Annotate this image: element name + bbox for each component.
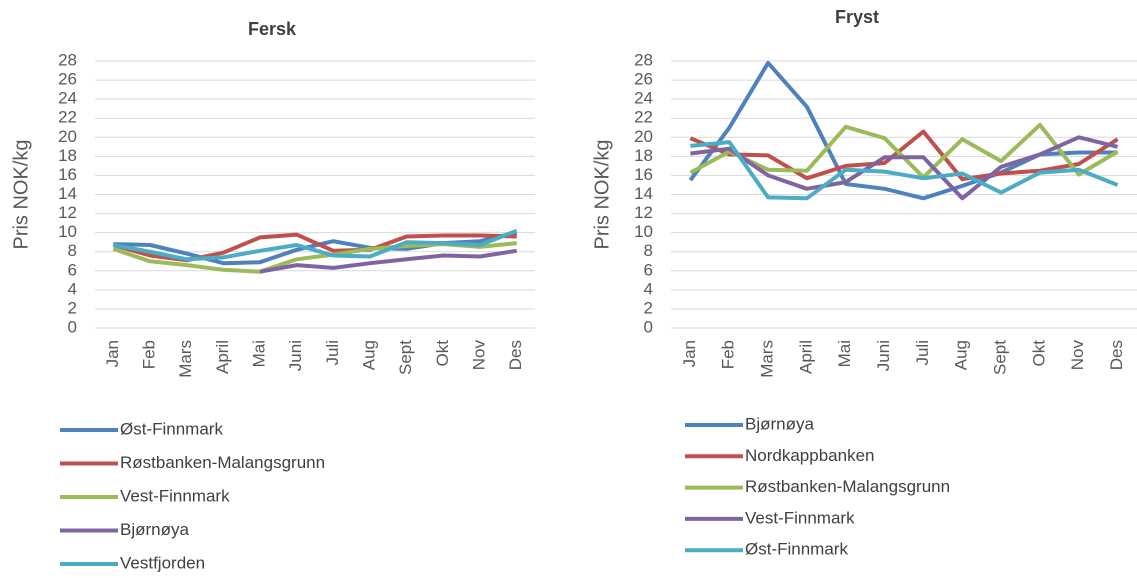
x-tick-label: Mai [249,340,268,367]
y-tick-label: 20 [58,127,77,146]
x-tick-label: Juni [286,340,305,371]
y-tick-label: 28 [58,50,77,69]
series-line [690,135,1119,201]
y-tick-label: 20 [634,127,653,146]
x-tick-label: Jan [680,340,699,367]
y-axis-title: Pris NOK/kg [10,139,32,249]
y-tick-label: 4 [68,279,77,298]
legend-label: Øst-Finnmark [745,540,848,559]
legend-label: Vestfjorden [120,553,205,572]
x-tick-label: Nov [1068,340,1087,371]
y-tick-label: 2 [68,298,77,317]
legend-label: Røstbanken-Malangsgrunn [120,453,325,472]
x-tick-label: Des [1107,340,1126,370]
y-tick-label: 14 [634,184,653,203]
x-tick-label: Aug [952,340,971,370]
x-tick-label: Nov [469,340,488,371]
y-tick-label: 26 [634,70,653,89]
y-tick-label: 16 [634,165,653,184]
y-tick-label: 16 [58,165,77,184]
y-tick-label: 14 [58,184,77,203]
x-tick-label: April [213,340,232,374]
x-tick-label: Feb [719,340,738,369]
y-tick-label: 18 [634,146,653,165]
y-tick-label: 12 [58,203,77,222]
x-tick-label: Juli [913,340,932,366]
y-tick-label: 0 [68,317,77,336]
series-line [259,248,518,274]
x-tick-label: Feb [139,340,158,369]
y-tick-label: 10 [58,222,77,241]
y-tick-label: 0 [644,317,653,336]
y-tick-label: 8 [644,241,653,260]
y-tick-label: 6 [644,260,653,279]
y-tick-label: 8 [68,241,77,260]
legend-label: Bjørnøya [745,414,815,433]
series-line [112,228,518,262]
x-tick-label: Juni [874,340,893,371]
series-line [690,140,1119,201]
y-axis-title: Pris NOK/kg [591,139,613,249]
x-tick-label: Mars [758,340,777,378]
chart-title: Fersk [248,19,297,39]
y-tick-label: 24 [634,89,653,108]
x-tick-label: Mars [176,340,195,378]
x-tick-label: Mai [835,340,854,367]
y-tick-label: 2 [644,298,653,317]
x-tick-label: Jan [103,340,122,367]
series-line [689,129,1119,182]
y-tick-label: 22 [58,108,77,127]
x-tick-label: Okt [433,340,452,367]
x-tick-label: Juli [323,340,342,366]
y-tick-label: 6 [68,260,77,279]
y-tick-label: 12 [634,203,653,222]
y-tick-label: 22 [634,108,653,127]
y-tick-label: 28 [634,50,653,69]
y-tick-label: 26 [58,70,77,89]
x-tick-label: Sept [991,340,1010,375]
legend-label: Vest-Finnmark [745,508,855,527]
x-tick-label: Okt [1029,340,1048,367]
legend-label: Vest-Finnmark [120,486,230,505]
y-tick-label: 18 [58,146,77,165]
y-tick-label: 24 [58,89,77,108]
legend-label: Nordkappbanken [745,446,874,465]
x-tick-label: Sept [396,340,415,375]
x-tick-label: Aug [359,340,378,370]
legend-label: Øst-Finnmark [120,419,223,438]
x-tick-label: Des [506,340,525,370]
legend-label: Bjørnøya [120,520,190,539]
series-line [688,60,1118,201]
chart-title: Fryst [835,7,879,27]
y-tick-label: 4 [644,279,653,298]
legend-label: Røstbanken-Malangsgrunn [745,477,950,496]
y-tick-label: 10 [634,222,653,241]
x-tick-label: April [796,340,815,374]
